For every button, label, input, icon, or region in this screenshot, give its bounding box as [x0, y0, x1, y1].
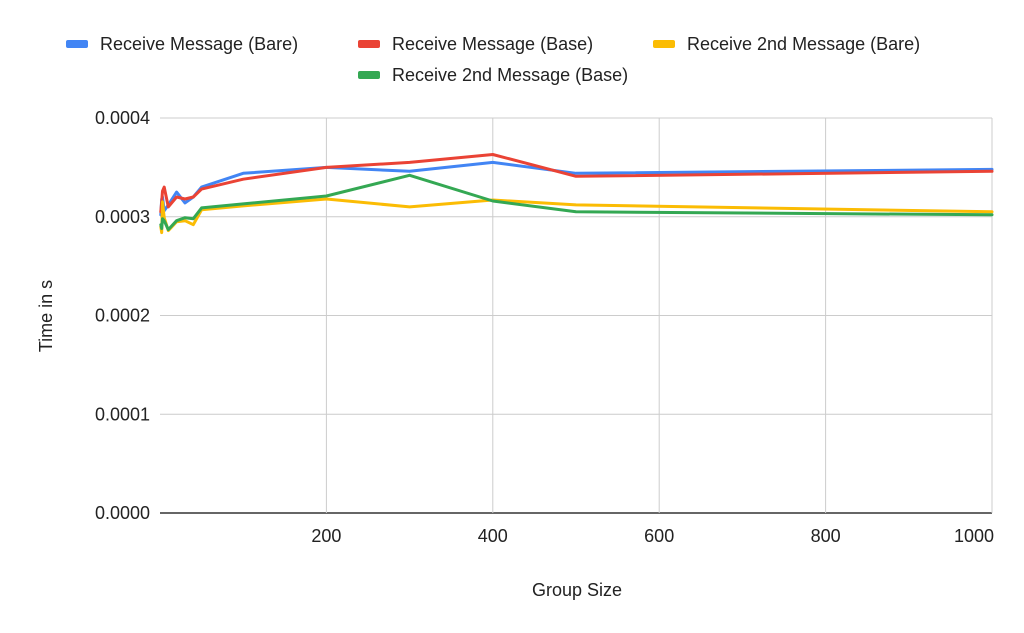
legend-item: Receive Message (Base) — [358, 34, 593, 54]
legend-item: Receive 2nd Message (Base) — [358, 65, 628, 85]
series-line-receive-2nd-message-bare — [159, 197, 994, 235]
x-tick-label: 200 — [311, 526, 341, 546]
y-tick-label: 0.0004 — [95, 108, 150, 128]
x-tick-label: 1000 — [954, 526, 994, 546]
legend-label: Receive Message (Base) — [392, 34, 593, 54]
y-tick-label: 0.0001 — [95, 404, 150, 424]
x-tick-label: 400 — [478, 526, 508, 546]
y-tick-label: 0.0003 — [95, 207, 150, 227]
legend-label: Receive 2nd Message (Base) — [392, 65, 628, 85]
y-tick-label: 0.0000 — [95, 503, 150, 523]
legend-item: Receive 2nd Message (Bare) — [653, 34, 920, 54]
legend-item: Receive Message (Bare) — [66, 34, 298, 54]
x-tick-label: 800 — [811, 526, 841, 546]
legend-swatch — [358, 71, 380, 79]
x-axis-title: Group Size — [532, 580, 622, 600]
legend-swatch — [653, 40, 675, 48]
x-tick-label: 600 — [644, 526, 674, 546]
legend: Receive Message (Bare) Receive Message (B… — [66, 34, 920, 85]
y-axis-title: Time in s — [36, 280, 56, 352]
legend-label: Receive 2nd Message (Bare) — [687, 34, 920, 54]
axes: Group Size Time in s 0.0000 0.0001 0.0002 0… — [36, 108, 994, 600]
series-line-receive-message-bare — [159, 160, 994, 217]
legend-swatch — [358, 40, 380, 48]
legend-label: Receive Message (Bare) — [100, 34, 298, 54]
series-line-receive-message-base — [159, 153, 994, 214]
y-tick-label: 0.0002 — [95, 306, 150, 326]
series-lines — [159, 153, 994, 235]
gridlines — [160, 117, 993, 514]
legend-swatch — [66, 40, 88, 48]
series-line-receive-2nd-message-base — [159, 173, 994, 232]
